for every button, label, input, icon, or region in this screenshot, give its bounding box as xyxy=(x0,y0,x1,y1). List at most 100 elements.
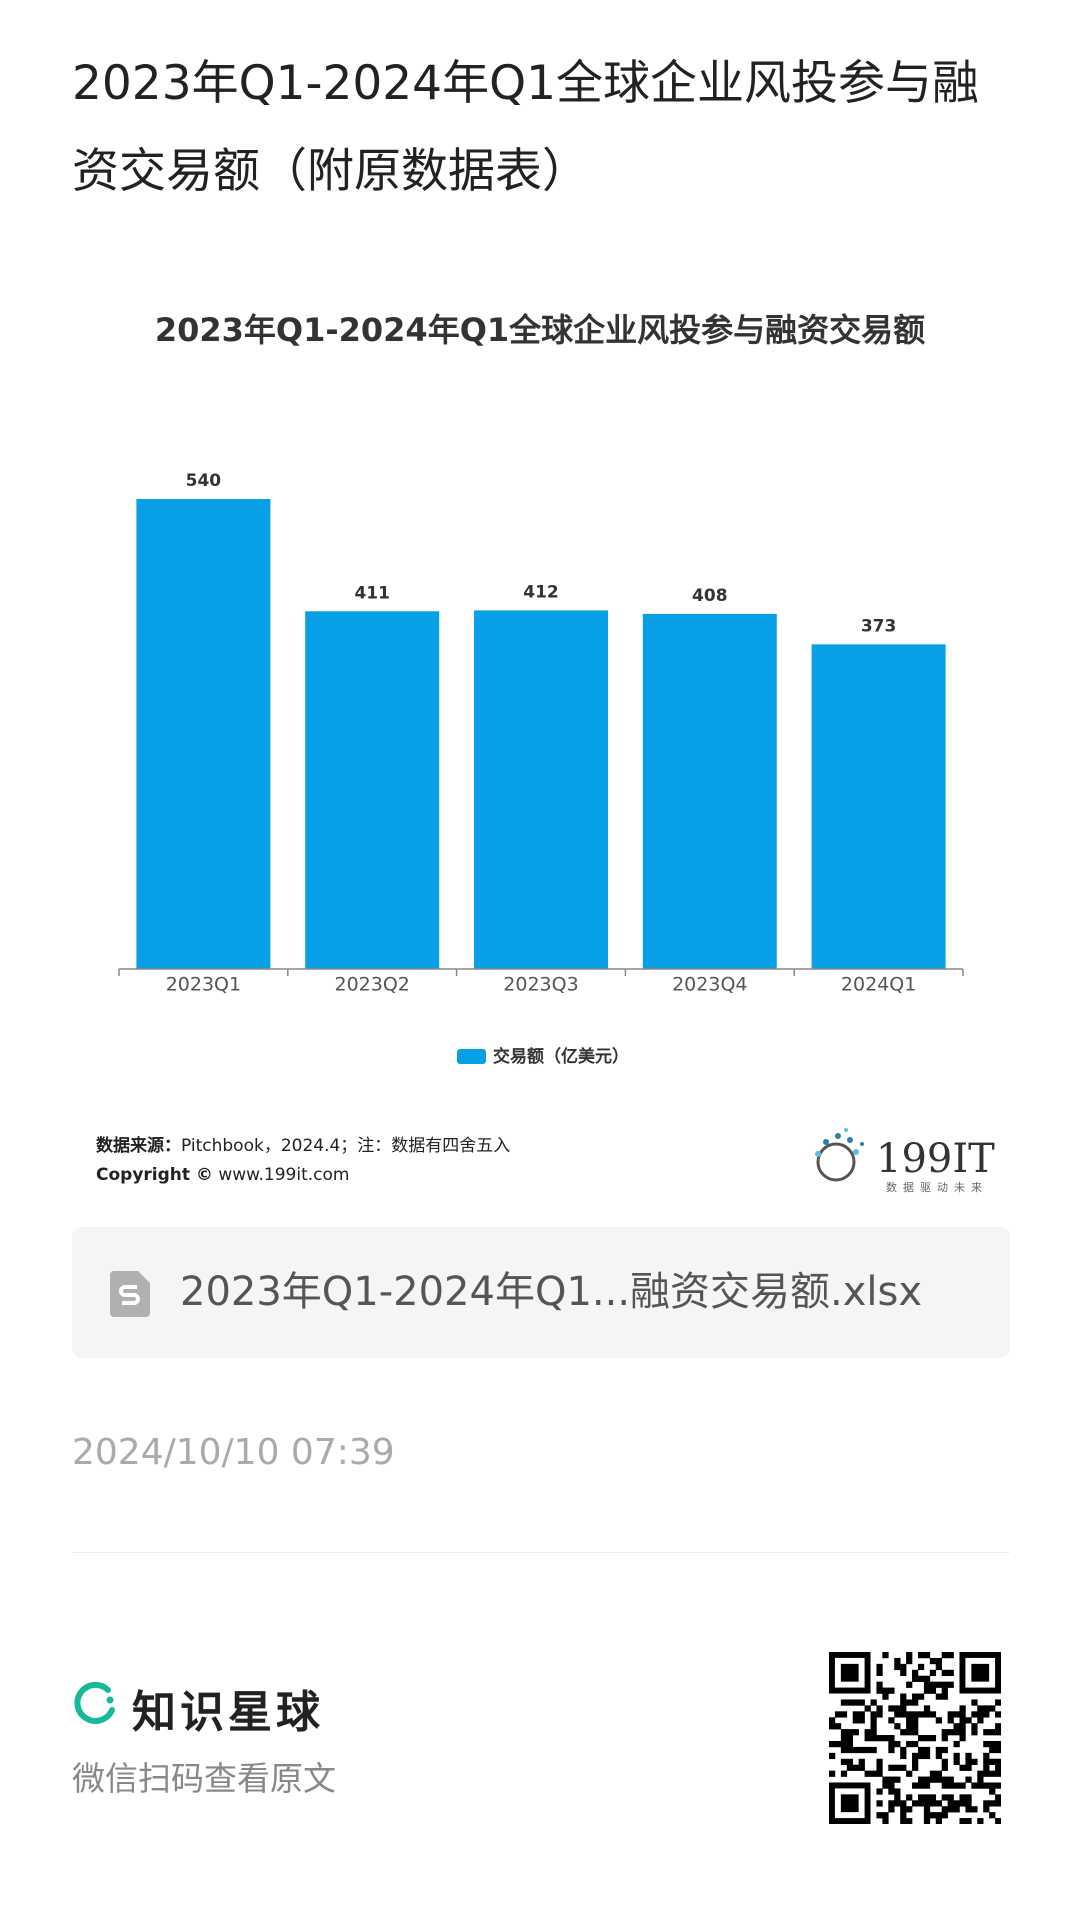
qr-module xyxy=(929,1681,937,1688)
qr-module xyxy=(989,1800,996,1807)
qr-module xyxy=(941,1735,948,1742)
file-card[interactable]: 2023年Q1-2024年Q1...融资交易额.xlsx xyxy=(72,1227,1010,1358)
qr-module xyxy=(989,1705,996,1712)
qr-module xyxy=(840,1735,848,1742)
value-label: 411 xyxy=(354,583,390,603)
qr-module xyxy=(923,1687,931,1694)
qr-module xyxy=(876,1758,883,1765)
qr-module xyxy=(947,1806,954,1813)
qr-module xyxy=(923,1681,931,1688)
qr-module xyxy=(888,1717,895,1724)
qr-module xyxy=(882,1812,889,1819)
qr-module xyxy=(983,1770,990,1777)
bar xyxy=(642,613,777,969)
qr-module xyxy=(834,1740,842,1748)
qr-module xyxy=(935,1800,942,1807)
qr-module xyxy=(888,1746,895,1754)
qr-module xyxy=(917,1735,925,1742)
qr-module xyxy=(829,1752,836,1760)
qr-module xyxy=(870,1770,877,1777)
qr-module xyxy=(917,1746,925,1754)
qr-module xyxy=(888,1776,895,1783)
qr-module xyxy=(953,1740,960,1748)
qr-module xyxy=(983,1711,990,1718)
qr-module xyxy=(900,1806,907,1813)
qr-module xyxy=(971,1711,978,1718)
qr-module xyxy=(894,1705,901,1712)
qr-module xyxy=(852,1746,859,1754)
qr-module xyxy=(876,1788,883,1795)
value-label: 540 xyxy=(186,471,222,491)
copyright-text: www.199it.com xyxy=(218,1165,350,1185)
qr-module xyxy=(959,1782,966,1789)
qr-module xyxy=(929,1669,937,1677)
qr-module xyxy=(912,1675,919,1682)
qr-module xyxy=(864,1746,871,1754)
qr-module xyxy=(912,1729,919,1736)
qr-module xyxy=(894,1740,901,1748)
qr-module xyxy=(852,1699,859,1706)
qr-module xyxy=(917,1800,925,1807)
qr-module xyxy=(917,1675,925,1682)
qr-module xyxy=(829,1717,836,1724)
qr-module xyxy=(947,1669,954,1677)
qr-module xyxy=(870,1746,877,1754)
copyright-line: Copyright © www.199it.com xyxy=(96,1161,510,1190)
qr-module xyxy=(923,1746,931,1754)
qr-module xyxy=(965,1717,972,1724)
source-text: Pitchbook，2024.4；注：数据有四舍五入 xyxy=(181,1136,511,1156)
qr-module xyxy=(929,1735,937,1742)
qr-module xyxy=(935,1717,942,1724)
qr-module xyxy=(989,1812,996,1819)
qr-module xyxy=(995,1800,1001,1807)
qr-module xyxy=(953,1758,960,1765)
qr-module xyxy=(852,1729,859,1736)
qr-module xyxy=(923,1752,931,1760)
qr-module xyxy=(983,1752,990,1760)
qr-module xyxy=(983,1758,990,1765)
qr-module xyxy=(906,1711,913,1718)
qr-module xyxy=(923,1818,931,1824)
qr-module xyxy=(923,1652,931,1659)
qr-module xyxy=(882,1782,889,1789)
qr-module xyxy=(846,1746,854,1754)
qr-module xyxy=(840,1729,848,1736)
qr-module xyxy=(834,1723,842,1730)
qr-module xyxy=(882,1693,889,1700)
qr-module xyxy=(846,1758,854,1765)
qr-module xyxy=(941,1693,948,1700)
qr-module xyxy=(983,1705,990,1712)
qr-module xyxy=(876,1687,883,1694)
qr-module xyxy=(870,1735,877,1742)
x-tick-label: 2023Q4 xyxy=(672,974,747,996)
qr-module xyxy=(900,1711,907,1718)
qr-module xyxy=(965,1806,972,1813)
qr-module xyxy=(912,1699,919,1706)
qr-module xyxy=(929,1800,937,1807)
qr-module xyxy=(977,1776,984,1783)
qr-module xyxy=(935,1812,942,1819)
qr-module xyxy=(888,1806,895,1813)
qr-module xyxy=(829,1740,836,1748)
qr-module xyxy=(876,1735,883,1742)
qr-module xyxy=(935,1681,942,1688)
qr-module xyxy=(894,1723,901,1730)
qr-module xyxy=(912,1693,919,1700)
qr-module xyxy=(882,1818,889,1824)
qr-module xyxy=(923,1800,931,1807)
qr-module xyxy=(941,1758,948,1765)
qr-finder xyxy=(971,1663,990,1682)
qr-module xyxy=(965,1764,972,1771)
qr-module xyxy=(917,1711,925,1718)
qr-module xyxy=(917,1794,925,1801)
qr-module xyxy=(852,1717,859,1724)
qr-module xyxy=(953,1782,960,1789)
qr-module xyxy=(995,1758,1001,1765)
qr-module xyxy=(876,1669,883,1677)
qr-code xyxy=(829,1652,1001,1824)
qr-module xyxy=(923,1735,931,1742)
qr-module xyxy=(995,1782,1001,1789)
qr-module xyxy=(923,1675,931,1682)
qr-module xyxy=(965,1800,972,1807)
